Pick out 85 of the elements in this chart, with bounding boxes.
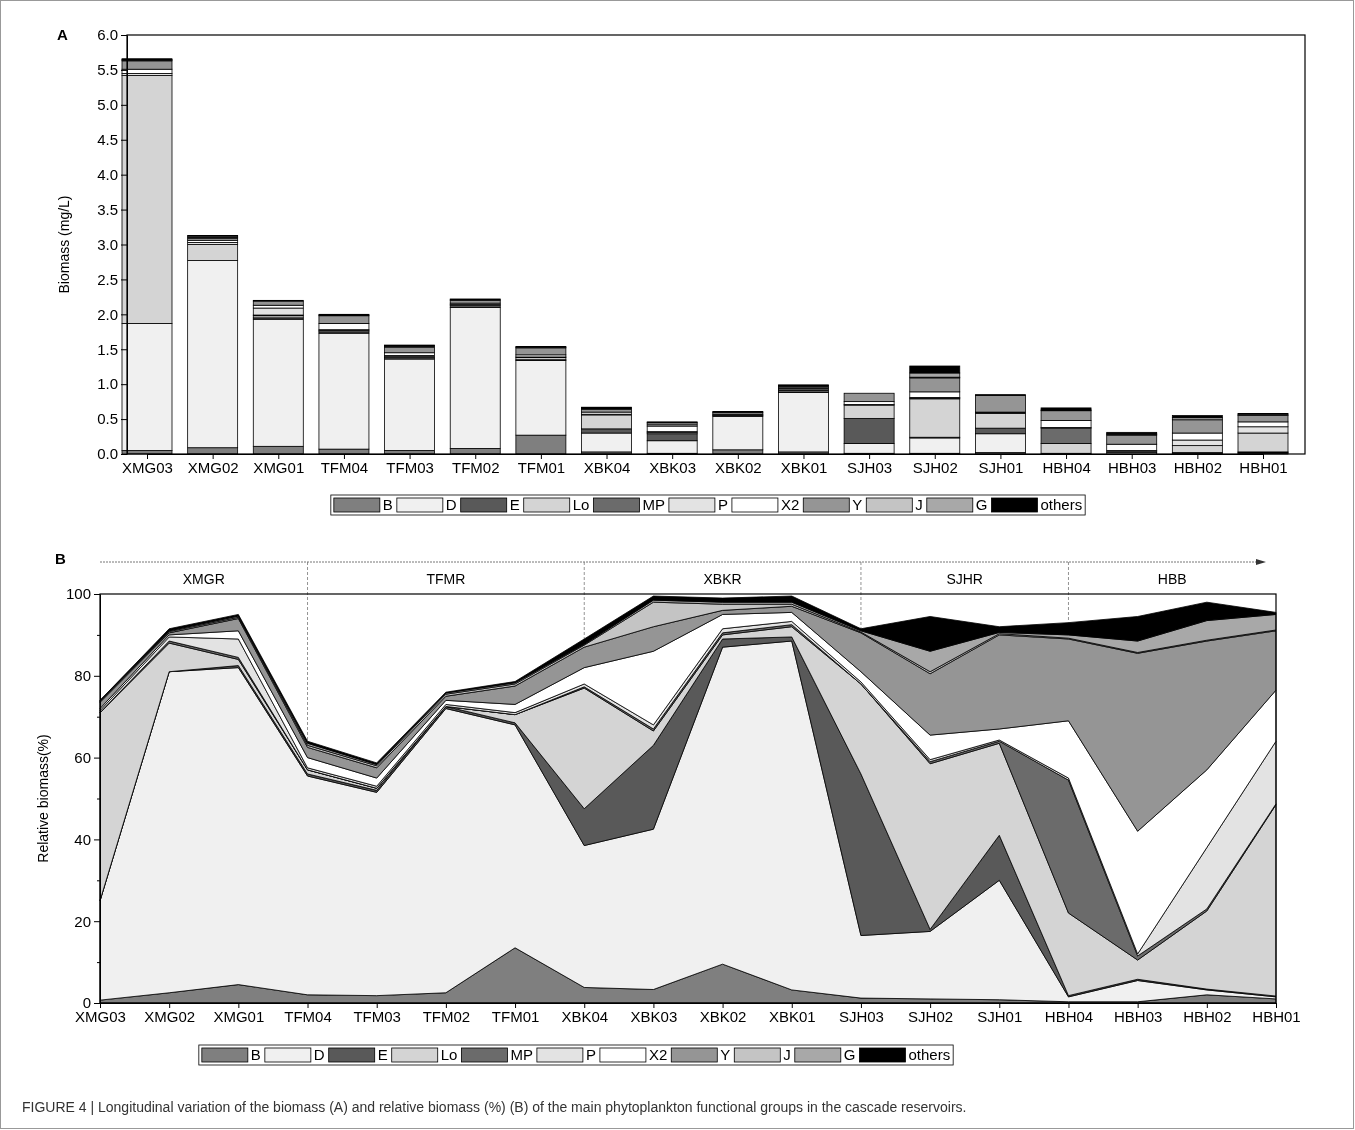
x-tick-label: SJH03 [847, 458, 893, 476]
text: HBB [1157, 571, 1187, 587]
legend-label: P [717, 496, 728, 513]
x-tick-label: HBH01 [1252, 1007, 1301, 1025]
legend-label: E [509, 496, 520, 513]
x-tick-label: XMG03 [122, 458, 173, 476]
x-tick-label: XBK04 [583, 458, 631, 476]
x-tick-label: HBH04 [1044, 1007, 1094, 1025]
text: SJHR [946, 571, 983, 587]
x-tick-label: XMG01 [213, 1007, 265, 1025]
text: XBKR [703, 571, 742, 587]
x-tick-label: XBK02 [714, 458, 762, 476]
legend-label: X2 [648, 1046, 668, 1063]
y-tick-label: 2.0 [97, 305, 118, 323]
caption: FIGURE 4 | Longitudinal variation of the biomass (A) and relative biomass (%) (B) of the main phytoplankton functional groups in the cascade reservoirs. [22, 1099, 967, 1115]
legend-label: Y [852, 496, 863, 513]
legend-label: others [908, 1046, 951, 1063]
x-tick-label: XBK02 [699, 1007, 747, 1025]
chart-title: B [55, 550, 66, 567]
x-tick-label: XBK03 [649, 458, 697, 476]
x-tick-label: HBH03 [1113, 1007, 1163, 1025]
y-axis-title: Biomass (mg/L) [56, 195, 72, 294]
x-tick-label: XMG01 [253, 458, 305, 476]
x-tick-label: HBH01 [1239, 458, 1288, 476]
y-tick-label: 4.0 [97, 165, 118, 183]
y-tick-label: 1.5 [97, 340, 118, 358]
x-tick-label: HBH03 [1108, 458, 1157, 476]
x-tick-label: SJH03 [838, 1007, 884, 1025]
x-tick-label: XMG02 [144, 1007, 196, 1025]
x-tick-label: XBK03 [630, 1007, 678, 1025]
legend-label: Lo [572, 496, 590, 513]
x-tick-label: HBH02 [1183, 1007, 1232, 1025]
y-tick-label: 3.5 [97, 200, 118, 218]
x-tick-label: XBK01 [768, 1007, 816, 1025]
x-tick-label: TFM03 [386, 458, 434, 476]
y-tick-label: 0.5 [97, 410, 118, 428]
legend-label: MP [642, 496, 665, 513]
y-tick-label: 3.0 [97, 235, 118, 253]
y-tick-label: 80 [74, 667, 91, 685]
y-tick-label: 60 [74, 748, 91, 766]
legend-label: J [915, 496, 923, 513]
x-tick-label: HBH02 [1173, 458, 1223, 476]
x-tick-label: SJH02 [912, 458, 958, 476]
x-tick-label: XBK01 [780, 458, 828, 476]
x-tick-label: TFM04 [320, 458, 369, 476]
text: TFMR [426, 571, 466, 587]
text: XMGR [182, 571, 225, 587]
y-tick-label: 1.0 [97, 375, 118, 393]
y-tick-label: 2.5 [97, 270, 118, 288]
y-tick-label: 5.5 [97, 61, 118, 79]
legend-label: D [313, 1046, 325, 1063]
x-tick-label: HBH04 [1042, 458, 1091, 476]
legend-label: J [783, 1046, 791, 1063]
y-tick-label: 100 [65, 585, 91, 603]
x-tick-label: TFM01 [491, 1007, 540, 1025]
y-tick-label: 20 [74, 912, 91, 930]
legend-label: MP [510, 1046, 533, 1063]
legend-label: B [250, 1046, 261, 1063]
legend-label: Lo [440, 1046, 458, 1063]
y-tick-label: 6.0 [97, 26, 118, 44]
legend-label: P [585, 1046, 596, 1063]
x-tick-label: SJH01 [977, 1007, 1023, 1025]
x-tick-label: XMG02 [187, 458, 239, 476]
x-tick-label: TFM03 [353, 1007, 401, 1025]
x-tick-label: SJH02 [908, 1007, 954, 1025]
x-tick-label: XBK04 [561, 1007, 609, 1025]
y-tick-label: 0.0 [97, 445, 118, 463]
legend-label: E [377, 1046, 388, 1063]
y-tick-label: 4.5 [97, 131, 118, 149]
legend-label: Y [720, 1046, 731, 1063]
x-tick-label: TFM02 [451, 458, 500, 476]
legend-label: others [1040, 496, 1083, 513]
x-tick-label: TFM02 [422, 1007, 471, 1025]
legend-label: G [975, 496, 988, 513]
legend-label: G [843, 1046, 856, 1063]
y-tick-label: 40 [74, 830, 91, 848]
legend-label: X2 [780, 496, 800, 513]
y-tick-label: 5.0 [97, 96, 118, 114]
x-tick-label: TFM04 [284, 1007, 332, 1025]
legend-label: B [382, 496, 393, 513]
x-tick-label: TFM01 [517, 458, 566, 476]
x-tick-label: SJH01 [978, 458, 1024, 476]
y-axis-title: Relative biomass(%) [35, 734, 51, 863]
legend-label: D [445, 496, 457, 513]
chart-title: A [57, 26, 68, 43]
